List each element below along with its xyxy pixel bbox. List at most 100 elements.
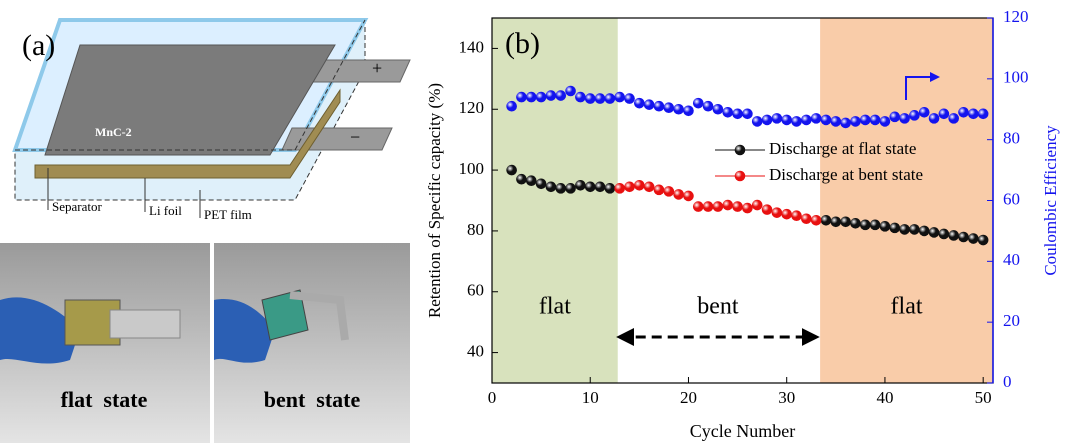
data-point: [909, 110, 920, 121]
data-point: [840, 118, 851, 129]
data-point: [614, 183, 625, 194]
data-point: [624, 182, 635, 193]
data-point: [880, 221, 891, 232]
data-point: [565, 86, 576, 97]
data-point: [634, 98, 645, 109]
data-point: [939, 229, 950, 240]
data-point: [850, 218, 861, 229]
plus-label: +: [372, 58, 382, 78]
data-point: [919, 107, 930, 118]
data-point: [889, 223, 900, 234]
data-point: [575, 92, 586, 103]
data-point: [555, 183, 566, 194]
region-label: flat: [539, 294, 571, 320]
data-point: [791, 210, 802, 221]
data-point: [693, 201, 704, 212]
y-tick-label: 80: [467, 220, 484, 239]
data-point: [526, 92, 537, 103]
x-tick-label: 20: [680, 388, 697, 407]
data-point: [605, 183, 616, 194]
data-point: [831, 116, 842, 127]
data-point: [585, 93, 596, 104]
data-point: [555, 90, 566, 101]
data-point: [742, 203, 753, 214]
data-point: [693, 98, 704, 109]
layer-label: PET film: [204, 207, 252, 222]
data-point: [870, 115, 881, 126]
data-point: [703, 201, 714, 212]
data-point: [713, 201, 724, 212]
data-point: [644, 182, 655, 193]
data-point: [526, 175, 537, 186]
layer-label: Li foil: [149, 203, 182, 218]
data-point: [899, 113, 910, 124]
x-tick-label: 30: [778, 388, 795, 407]
data-point: [958, 107, 969, 118]
data-point: [791, 116, 802, 127]
data-point: [673, 189, 684, 200]
shaded-region: [820, 18, 993, 383]
y2-tick-label: 120: [1003, 7, 1029, 26]
data-point: [742, 109, 753, 120]
legend-marker: [735, 171, 746, 182]
minus-label: −: [350, 127, 360, 147]
y2-tick-label: 0: [1003, 372, 1012, 391]
data-point: [722, 107, 733, 118]
data-point: [506, 101, 517, 112]
data-point: [860, 220, 871, 231]
schematic: (a) MnC-2 + − Separator Li foil PET film…: [0, 20, 410, 443]
y-tick-label: 40: [467, 341, 484, 360]
x-tick-label: 50: [975, 388, 992, 407]
data-point: [968, 109, 979, 120]
data-point: [772, 113, 783, 124]
x-tick-label: 0: [488, 388, 497, 407]
y-tick-label: 100: [459, 159, 485, 178]
y2-tick-label: 100: [1003, 68, 1029, 87]
data-point: [899, 224, 910, 235]
photo-label: bent state: [264, 387, 361, 412]
data-point: [772, 207, 783, 218]
data-point: [575, 180, 586, 191]
shaded-region: [492, 18, 618, 383]
data-point: [889, 112, 900, 123]
y2-tick-label: 20: [1003, 311, 1020, 330]
data-point: [850, 116, 861, 127]
data-point: [546, 90, 557, 101]
cell-label: MnC-2: [95, 125, 132, 139]
data-point: [722, 200, 733, 211]
data-point: [968, 233, 979, 244]
data-point: [546, 182, 557, 193]
data-point: [654, 101, 665, 112]
data-point: [781, 115, 792, 126]
data-point: [948, 230, 959, 241]
data-point: [801, 115, 812, 126]
data-point: [634, 180, 645, 191]
data-point: [644, 99, 655, 110]
data-point: [811, 113, 822, 124]
data-point: [929, 227, 940, 238]
y2-axis-label: Coulombic Efficiency: [1041, 125, 1060, 276]
data-point: [781, 209, 792, 220]
data-point: [732, 109, 743, 120]
minus-tab: [282, 128, 392, 150]
data-point: [595, 182, 606, 193]
legend-label: Discharge at flat state: [769, 139, 916, 158]
data-point: [536, 178, 547, 189]
data-point: [958, 232, 969, 243]
data-point: [948, 113, 959, 124]
data-point: [595, 93, 606, 104]
data-point: [732, 201, 743, 212]
y-tick-label: 120: [459, 98, 485, 117]
data-point: [919, 226, 930, 237]
layer-label: Separator: [52, 199, 102, 214]
data-point: [870, 220, 881, 231]
x-axis-label: Cycle Number: [690, 421, 795, 441]
x-tick-label: 40: [876, 388, 893, 407]
legend-label: Discharge at bent state: [769, 165, 923, 184]
region-label: flat: [891, 294, 923, 320]
data-point: [565, 183, 576, 194]
data-point: [664, 186, 675, 197]
data-point: [909, 224, 920, 235]
data-point: [683, 105, 694, 116]
